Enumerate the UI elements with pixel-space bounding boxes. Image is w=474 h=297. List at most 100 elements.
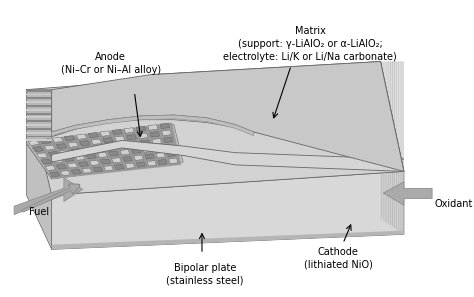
Polygon shape	[131, 148, 141, 154]
Polygon shape	[76, 134, 87, 139]
Polygon shape	[28, 140, 39, 146]
Polygon shape	[26, 97, 52, 99]
Polygon shape	[26, 136, 52, 138]
Text: Oxidant: Oxidant	[435, 199, 474, 209]
Polygon shape	[36, 153, 47, 158]
Polygon shape	[64, 135, 75, 141]
Polygon shape	[26, 128, 52, 130]
Polygon shape	[44, 145, 55, 150]
Polygon shape	[383, 182, 432, 205]
Polygon shape	[71, 148, 82, 154]
Polygon shape	[86, 154, 96, 159]
Polygon shape	[160, 123, 170, 129]
Polygon shape	[26, 124, 183, 179]
Polygon shape	[112, 158, 121, 163]
Polygon shape	[124, 128, 134, 133]
Polygon shape	[26, 101, 52, 103]
Polygon shape	[156, 152, 165, 158]
Polygon shape	[48, 151, 59, 157]
Polygon shape	[26, 132, 52, 134]
Polygon shape	[78, 162, 89, 167]
Polygon shape	[134, 155, 143, 160]
Polygon shape	[26, 124, 52, 126]
Polygon shape	[164, 137, 173, 143]
Polygon shape	[118, 143, 128, 148]
Polygon shape	[112, 129, 122, 135]
Polygon shape	[115, 136, 125, 141]
Polygon shape	[32, 146, 44, 152]
Polygon shape	[52, 61, 404, 171]
Polygon shape	[389, 61, 390, 225]
Polygon shape	[158, 159, 167, 165]
Polygon shape	[64, 157, 74, 162]
Polygon shape	[123, 156, 132, 162]
Polygon shape	[60, 170, 71, 176]
Polygon shape	[393, 61, 394, 228]
Polygon shape	[120, 150, 130, 155]
Polygon shape	[52, 115, 254, 136]
Polygon shape	[169, 158, 178, 164]
Polygon shape	[126, 163, 135, 168]
Polygon shape	[41, 159, 52, 164]
Polygon shape	[40, 139, 51, 144]
Polygon shape	[136, 126, 146, 132]
Polygon shape	[68, 142, 78, 147]
Polygon shape	[52, 158, 63, 163]
Polygon shape	[100, 131, 110, 136]
Polygon shape	[115, 164, 124, 170]
Polygon shape	[26, 105, 52, 107]
Polygon shape	[147, 161, 156, 166]
Text: Matrix
(support: γ-LiAlO₂ or α-LiAlO₂;
electrolyte: Li/K or Li/Na carbonate): Matrix (support: γ-LiAlO₂ or α-LiAlO₂; e…	[223, 26, 397, 62]
Polygon shape	[152, 138, 162, 144]
Polygon shape	[14, 178, 82, 215]
Polygon shape	[394, 61, 395, 228]
Polygon shape	[60, 150, 70, 155]
Polygon shape	[98, 152, 108, 158]
Polygon shape	[388, 61, 389, 224]
Polygon shape	[93, 167, 103, 172]
Polygon shape	[52, 171, 404, 249]
Polygon shape	[106, 144, 116, 150]
Polygon shape	[71, 169, 81, 174]
Polygon shape	[52, 112, 282, 137]
Polygon shape	[49, 172, 60, 177]
Polygon shape	[26, 139, 52, 141]
Polygon shape	[94, 146, 105, 151]
Text: Cathode
(lithiated NiO): Cathode (lithiated NiO)	[304, 247, 373, 270]
Polygon shape	[82, 168, 92, 173]
Polygon shape	[136, 162, 146, 167]
Polygon shape	[28, 123, 182, 179]
Polygon shape	[26, 94, 52, 95]
Polygon shape	[26, 90, 52, 249]
FancyArrowPatch shape	[23, 185, 78, 211]
Polygon shape	[26, 109, 52, 111]
Polygon shape	[26, 90, 52, 179]
Polygon shape	[127, 135, 137, 140]
Polygon shape	[150, 132, 160, 137]
Text: Anode
(Ni–Cr or Ni–Al alloy): Anode (Ni–Cr or Ni–Al alloy)	[61, 52, 161, 75]
Polygon shape	[143, 147, 152, 152]
Polygon shape	[52, 230, 404, 249]
Polygon shape	[75, 155, 85, 160]
Polygon shape	[148, 124, 158, 130]
Text: Fuel: Fuel	[29, 207, 49, 217]
Polygon shape	[83, 147, 93, 152]
Polygon shape	[26, 90, 52, 91]
Text: Bipolar plate
(stainless steel): Bipolar plate (stainless steel)	[166, 263, 244, 286]
Polygon shape	[104, 166, 113, 171]
Polygon shape	[56, 143, 67, 149]
Polygon shape	[56, 164, 67, 169]
Polygon shape	[45, 165, 56, 170]
Polygon shape	[383, 61, 384, 221]
Polygon shape	[138, 133, 148, 139]
Polygon shape	[109, 151, 118, 156]
Polygon shape	[91, 139, 101, 144]
Polygon shape	[52, 137, 63, 142]
Polygon shape	[90, 160, 100, 165]
Polygon shape	[154, 146, 164, 151]
Polygon shape	[26, 120, 52, 122]
Polygon shape	[26, 113, 52, 115]
Polygon shape	[26, 61, 404, 195]
Polygon shape	[52, 61, 404, 171]
Polygon shape	[88, 132, 99, 138]
